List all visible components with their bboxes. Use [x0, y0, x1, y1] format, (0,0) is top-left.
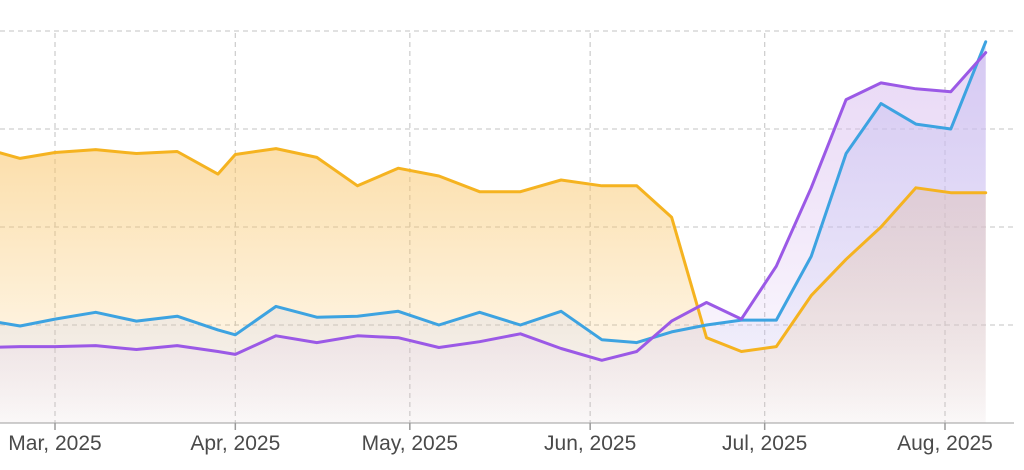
series-areas [0, 41, 986, 423]
x-tick-label: Jun, 2025 [544, 432, 636, 455]
series-line [0, 51, 988, 362]
series-area [0, 52, 986, 423]
x-tick-label: Apr, 2025 [190, 432, 280, 455]
x-tick-label: Aug, 2025 [897, 432, 993, 455]
series-line [0, 147, 988, 353]
x-tick-label: May, 2025 [362, 432, 459, 455]
x-axis: Mar, 2025 Apr, 2025 May, 2025 Jun, 2025 Jul,… [0, 422, 1014, 455]
series-line [0, 40, 988, 345]
x-tick-label: Mar, 2025 [8, 432, 101, 455]
series-lines [0, 40, 988, 362]
x-tick-label: Jul, 2025 [722, 432, 807, 455]
